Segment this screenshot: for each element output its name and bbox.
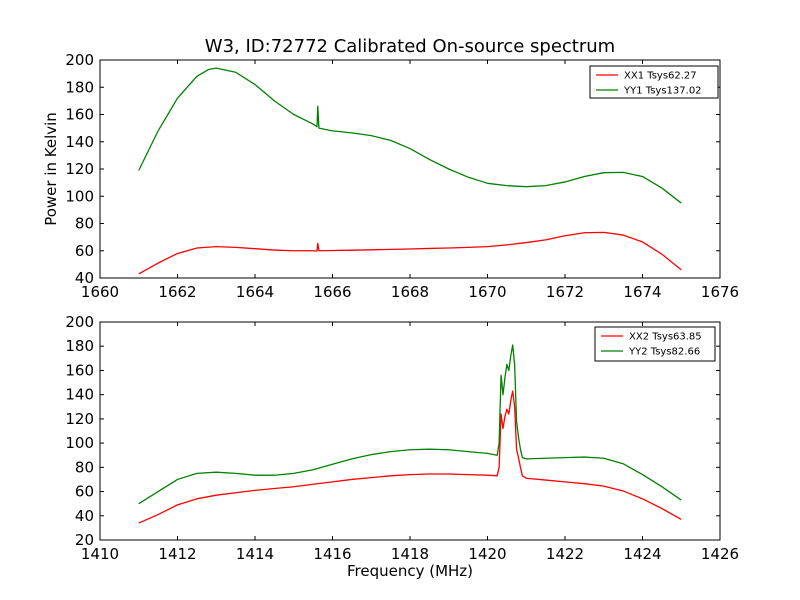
series-line-yy: [138, 344, 682, 505]
y-tick-label: 100: [65, 434, 94, 452]
y-tick-label: 120: [65, 160, 94, 178]
y-tick-label: 20: [75, 531, 94, 549]
y-tick-label: 80: [75, 215, 94, 233]
x-tick-label: 1664: [236, 283, 274, 301]
y-tick-label: 140: [65, 386, 94, 404]
top-panel: 1660 1662 1664 1666 1668 1670 1672 1674 1676 40 60…: [65, 51, 739, 301]
legend-label: YY1 Tsys137.02: [623, 86, 702, 97]
x-tick-label: 1670: [468, 283, 506, 301]
chart-title: W3, ID:72772 Calibrated On-source spectr…: [205, 36, 615, 57]
bottom-panel: 1410 1412 1414 1416 1418 1420 1422 1424 1426 20 40…: [65, 313, 739, 563]
y-axis-label: Power in Kelvin: [42, 112, 60, 226]
series-line-xx: [138, 231, 682, 275]
legend-label: XX1 Tsys62.27: [624, 71, 697, 82]
x-tick-label: 1418: [391, 545, 429, 563]
x-tick-label: 1672: [546, 283, 584, 301]
y-tick-label: 180: [65, 78, 94, 96]
x-tick-label: 1666: [313, 283, 351, 301]
y-tick-label: 200: [65, 51, 94, 69]
y-tick-label: 160: [65, 106, 94, 124]
x-tick-label: 1660: [81, 283, 119, 301]
y-tick-label: 200: [65, 313, 94, 331]
x-axis-label: Frequency (MHz): [347, 562, 473, 580]
y-tick-label: 140: [65, 133, 94, 151]
x-tick-label: 1410: [81, 545, 119, 563]
x-tick-label: 1676: [701, 283, 739, 301]
y-tick-label: 180: [65, 337, 94, 355]
x-tick-label: 1662: [158, 283, 196, 301]
x-tick-label: 1424: [623, 545, 661, 563]
y-tick-label: 60: [75, 483, 94, 501]
x-tick-label: 1412: [158, 545, 196, 563]
x-tick-label: 1674: [623, 283, 661, 301]
x-tick-label: 1426: [701, 545, 739, 563]
legend: [589, 65, 719, 99]
y-tick-label: 160: [65, 361, 94, 379]
x-tick-label: 1420: [468, 545, 506, 563]
y-tick-label: 100: [65, 187, 94, 205]
legend-label: XX2 Tsys63.85: [629, 332, 702, 343]
series-line-yy: [138, 67, 682, 204]
y-tick-label: 60: [75, 242, 94, 260]
x-tick-label: 1422: [546, 545, 584, 563]
x-tick-label: 1416: [313, 545, 351, 563]
series-line-xx: [138, 390, 682, 524]
legend: [594, 326, 716, 362]
y-tick-label: 120: [65, 410, 94, 428]
x-tick-label: 1414: [236, 545, 274, 563]
y-tick-label: 40: [75, 507, 94, 525]
y-tick-label: 40: [75, 269, 94, 287]
y-tick-label: 80: [75, 458, 94, 476]
legend-label: YY2 Tsys82.66: [628, 347, 700, 358]
x-tick-label: 1668: [391, 283, 429, 301]
